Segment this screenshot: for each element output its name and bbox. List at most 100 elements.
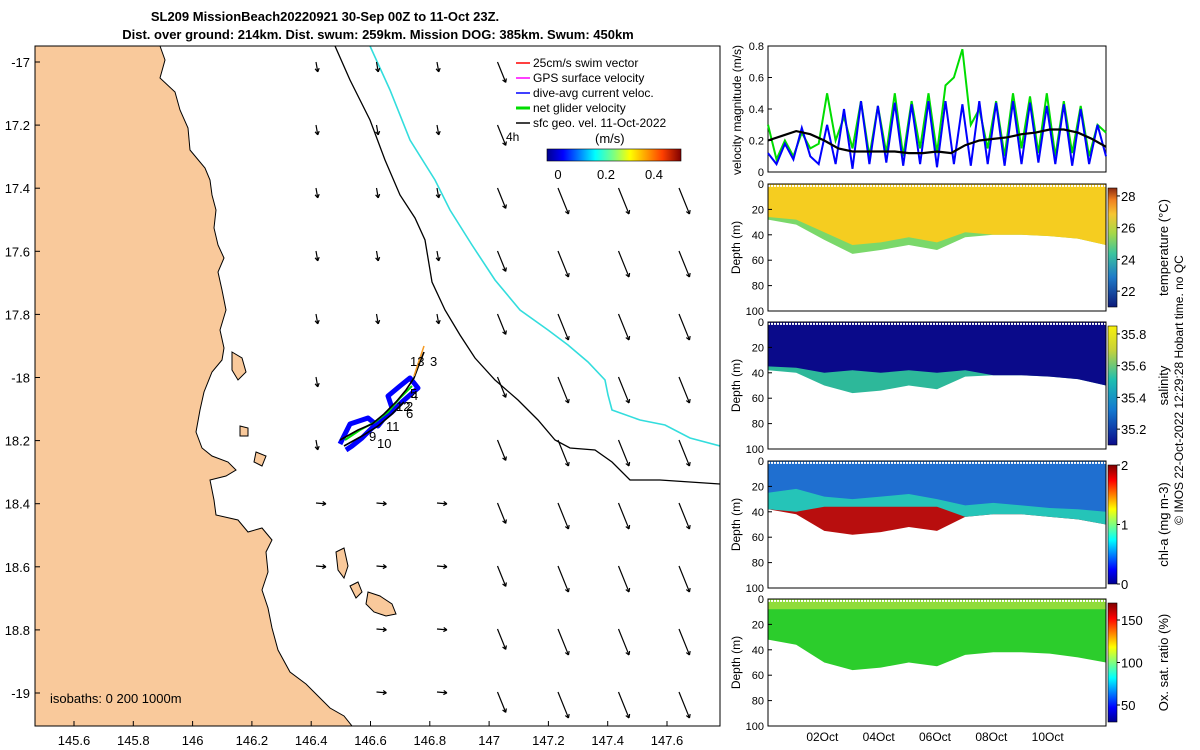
depth-tick-label: 0 — [758, 594, 764, 606]
section-temperature: 0 20 40 60 80 100 Depth (m) 22 24 26 28 temperature… — [729, 179, 1171, 318]
geo-velocity-arrowhead — [502, 204, 507, 209]
geo-velocity-arrow — [436, 61, 440, 72]
section-layer-surface — [768, 322, 1106, 386]
legend-swim-vector: 25cm/s swim vector — [533, 56, 638, 70]
velocity-y-tick-label: 0.8 — [749, 41, 764, 53]
map-y-tick-label: 17.6 — [5, 244, 30, 259]
depth-tick-label: 60 — [752, 670, 764, 682]
depth-tick-label: 40 — [752, 507, 764, 519]
legend-4h: 4h — [506, 130, 519, 144]
geo-velocity-arrow — [436, 313, 440, 324]
track-label-9: 9 — [369, 429, 376, 444]
credit-text: © IMOS 22-Oct-2022 12:29:28 Hobart time.… — [1172, 255, 1186, 525]
geo-velocity-arrow — [496, 376, 507, 398]
geo-velocity-arrowhead — [685, 335, 691, 341]
colorbar-tick-label: 35.2 — [1121, 422, 1146, 437]
geo-velocity-arrow — [496, 124, 507, 146]
depth-tick-label: 100 — [746, 306, 764, 318]
map-y-tick-label: 18.4 — [5, 497, 30, 512]
map-y-tick-label: 18.6 — [5, 560, 30, 575]
geo-velocity-arrow — [375, 124, 379, 135]
section-layer-surface — [768, 461, 1106, 512]
geo-velocity-arrow — [678, 187, 691, 215]
map-x-tick-label: 146 — [182, 733, 204, 748]
geo-velocity-arrowhead — [564, 398, 570, 404]
geo-velocity-arrow — [436, 124, 440, 135]
map-y-tick-label: -17 — [11, 55, 30, 70]
colorbar-tick-label: 22 — [1121, 284, 1135, 299]
geostrophic-velocity-field — [314, 61, 691, 719]
depth-tick-label: 20 — [752, 481, 764, 493]
map-x-tick-label: 147.2 — [532, 733, 565, 748]
geo-velocity-arrowhead — [625, 650, 631, 656]
geo-velocity-arrow — [376, 502, 387, 505]
geo-velocity-arrow — [617, 628, 630, 656]
geo-velocity-arrowhead — [685, 209, 691, 215]
geo-velocity-arrowhead — [443, 564, 448, 570]
isobaths-label: isobaths: 0 200 1000m — [50, 691, 182, 706]
geo-velocity-arrow — [678, 565, 691, 593]
track-label-10: 10 — [377, 436, 391, 451]
geo-velocity-arrowhead — [625, 272, 631, 278]
geo-velocity-arrowhead — [314, 256, 320, 262]
geo-velocity-arrowhead — [314, 67, 320, 73]
map-y-tick-label: -18 — [11, 371, 30, 386]
depth-tick-label: 0 — [758, 317, 764, 329]
section-colorbar-label: salinity — [1156, 365, 1171, 405]
geo-velocity-arrow — [436, 628, 448, 631]
track-label-12: 12 — [396, 399, 410, 414]
section-oxygen: 0 20 40 60 80 100 Depth (m) 50 100 150 Ox. sat. ra… — [729, 594, 1171, 733]
section-colorbar — [1107, 325, 1118, 446]
geo-velocity-arrow — [496, 313, 507, 335]
map-y-tick-label: 17.8 — [5, 307, 30, 322]
geo-velocity-arrowhead — [564, 335, 570, 341]
track-label-4: 4 — [411, 388, 418, 403]
map-x-axis: 145.6 145.8 146 146.2 146.4 146.6 146.8 147 147.… — [58, 721, 683, 748]
section-chla: 0 20 40 60 80 100 Depth (m) 0 1 2 chl-a (mg m-3) — [729, 456, 1171, 595]
time-tick-label: 10Oct — [1032, 730, 1065, 744]
depth-tick-label: 20 — [752, 619, 764, 631]
geo-velocity-arrow — [496, 187, 507, 209]
track-labels: 13 3 4 5 12 2 6 11 9 10 — [369, 354, 437, 451]
geo-velocity-arrowhead — [502, 393, 507, 398]
glider-path — [339, 351, 425, 447]
geo-velocity-arrowhead — [502, 330, 507, 335]
geo-velocity-arrowhead — [443, 627, 448, 633]
geo-velocity-arrowhead — [685, 524, 691, 530]
time-tick-label: 08Oct — [975, 730, 1008, 744]
depth-tick-label: 80 — [752, 558, 764, 570]
geo-velocity-arrow — [315, 376, 319, 387]
geo-velocity-arrow — [436, 502, 448, 505]
geo-velocity-arrowhead — [375, 67, 381, 73]
velocity-panel: 0 0.2 0.4 0.6 0.8 velocity magnitude (m/s) — [730, 41, 1107, 179]
track-label-3: 3 — [430, 354, 437, 369]
geo-velocity-arrowhead — [625, 713, 631, 719]
depth-tick-label: 20 — [752, 204, 764, 216]
geo-velocity-arrowhead — [314, 445, 320, 451]
velocity-y-axis: 0 0.2 0.4 0.6 0.8 — [749, 41, 772, 179]
geo-velocity-arrowhead — [502, 267, 507, 272]
geo-velocity-arrowhead — [314, 193, 320, 199]
geo-velocity-arrow — [557, 250, 570, 278]
geo-velocity-arrow — [678, 628, 691, 656]
geo-velocity-arrowhead — [685, 713, 691, 719]
depth-tick-label: 100 — [746, 444, 764, 456]
depth-tick-label: 80 — [752, 281, 764, 293]
section-ylabel: Depth (m) — [729, 221, 743, 274]
geo-velocity-arrowhead — [375, 193, 381, 199]
geo-velocity-arrowhead — [685, 587, 691, 593]
geo-velocity-arrowhead — [314, 130, 320, 136]
map-y-axis: -17 17.2 17.4 17.6 17.8 -18 18.2 18.4 18.6 18.8 -1… — [5, 55, 40, 701]
colorbar-tick-label: 50 — [1121, 698, 1135, 713]
legend-sfc-geo-velocity: sfc geo. vel. 11-Oct-2022 — [533, 116, 667, 130]
geo-velocity-arrowhead — [685, 398, 691, 404]
geo-velocity-arrowhead — [375, 319, 381, 325]
geo-velocity-arrow — [315, 124, 319, 135]
geo-velocity-arrow — [557, 628, 570, 656]
geo-velocity-arrowhead — [502, 141, 507, 146]
section-ylabel: Depth (m) — [729, 498, 743, 551]
geo-velocity-arrowhead — [382, 564, 387, 570]
geo-velocity-arrow — [617, 187, 630, 215]
geo-velocity-arrowhead — [502, 645, 507, 650]
